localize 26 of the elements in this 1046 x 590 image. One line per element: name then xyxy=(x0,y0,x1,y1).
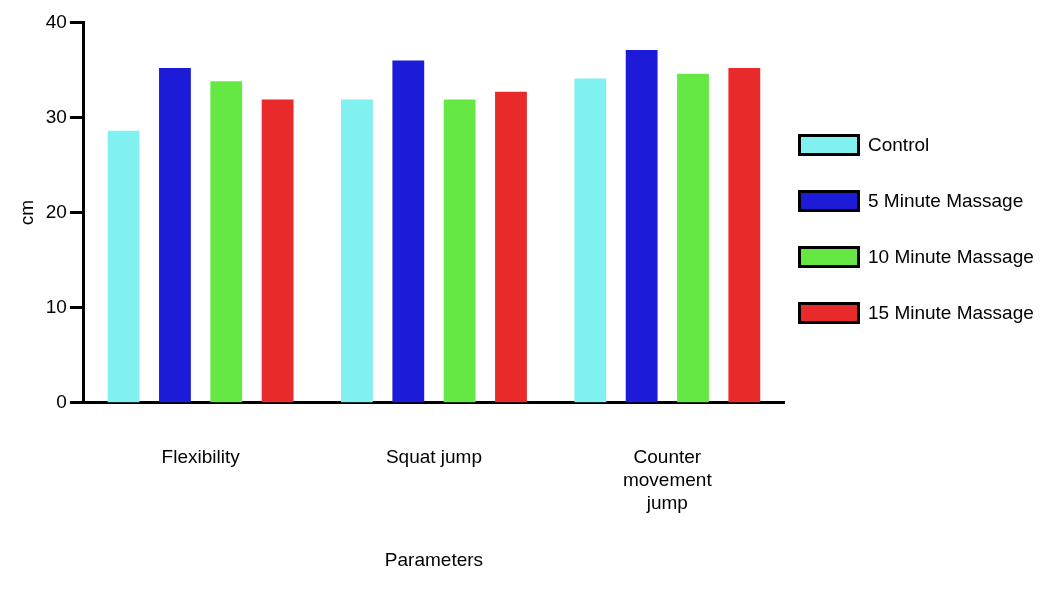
bar xyxy=(574,78,607,403)
x-axis-title: Parameters xyxy=(384,548,484,570)
y-tick-label: 20 xyxy=(45,200,67,222)
legend-label: 5 Minute Massage xyxy=(868,190,1024,212)
y-tick-label: 10 xyxy=(45,295,67,317)
y-axis-title: cm xyxy=(15,199,37,226)
y-tick-label: 30 xyxy=(45,105,67,127)
y-tick-label: 40 xyxy=(45,10,67,32)
bar xyxy=(443,99,476,403)
x-tick-label: Counter movement jump xyxy=(622,446,713,514)
bar xyxy=(341,99,373,403)
bar xyxy=(677,73,709,403)
legend-label: 15 Minute Massage xyxy=(868,302,1034,324)
legend-label: Control xyxy=(868,134,930,156)
y-tick-label: 0 xyxy=(56,391,67,413)
bar xyxy=(107,130,140,403)
bar xyxy=(210,81,243,403)
bar xyxy=(495,91,527,403)
bar xyxy=(728,68,761,403)
legend-label: 10 Minute Massage xyxy=(868,246,1034,268)
bar xyxy=(159,68,191,403)
bar xyxy=(392,60,425,403)
bar xyxy=(625,49,658,403)
x-tick-label: Flexibility xyxy=(161,446,241,468)
bar xyxy=(261,99,294,403)
x-tick-label: Squat jump xyxy=(385,446,483,468)
